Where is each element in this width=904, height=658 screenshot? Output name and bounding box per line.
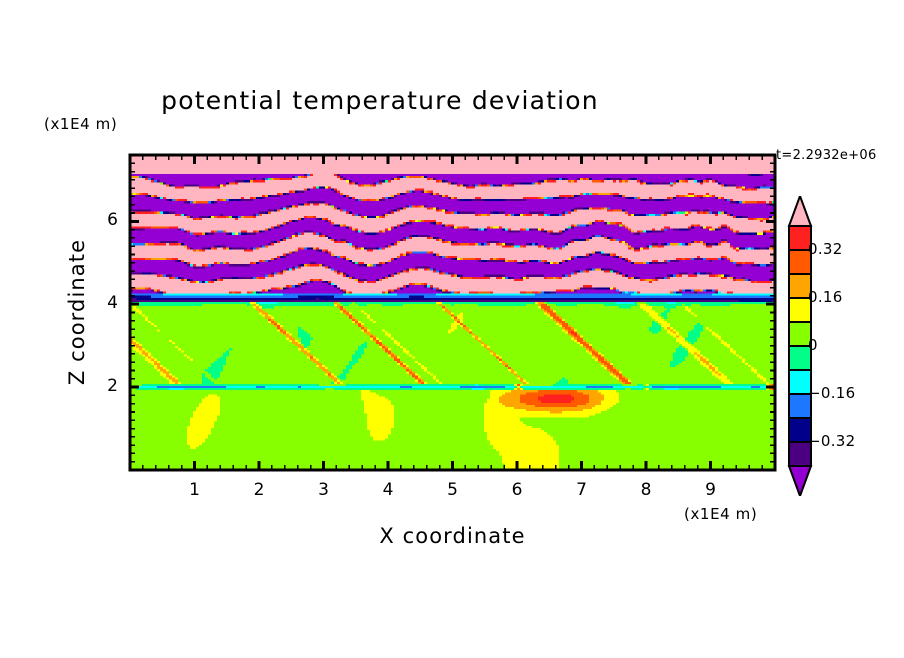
z-axis-units-label: (x1E4 m) <box>44 115 118 133</box>
x-tick-label: 9 <box>705 480 716 500</box>
contour-plot-area <box>130 155 775 470</box>
colorbar-label: −0.32 <box>808 432 856 450</box>
y-tick-label: 6 <box>107 210 118 231</box>
colorbar-label: 0.16 <box>808 288 843 306</box>
x-tick-label: 4 <box>382 480 394 500</box>
x-tick-label: 7 <box>576 480 587 500</box>
colorbar[interactable] <box>783 193 817 500</box>
y-tick-label: 4 <box>107 293 118 314</box>
colorbar-label: −0.16 <box>808 384 856 402</box>
x-tick-label: 3 <box>318 480 329 500</box>
page-title: potential temperature deviation <box>161 86 599 115</box>
y-tick-label: 2 <box>107 376 118 397</box>
x-tick-label: 1 <box>189 480 200 500</box>
colorbar-label: 0 <box>808 336 818 354</box>
time-annotation: t=2.2932e+06 <box>776 148 877 163</box>
x-axis-title: X coordinate <box>379 524 526 548</box>
y-axis-title: Z coordinate <box>65 238 89 386</box>
x-tick-label: 8 <box>640 480 652 500</box>
x-tick-label: 6 <box>511 480 523 500</box>
contour-field <box>130 155 775 470</box>
colorbar-swatches <box>787 193 813 499</box>
x-axis-units-label: (x1E4 m) <box>684 505 758 523</box>
x-tick-label: 2 <box>253 480 265 500</box>
colorbar-label: 0.32 <box>808 240 843 258</box>
x-tick-label: 5 <box>447 480 458 500</box>
